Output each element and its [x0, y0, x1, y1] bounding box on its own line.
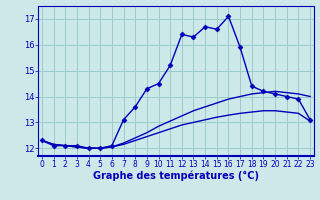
X-axis label: Graphe des températures (°C): Graphe des températures (°C)	[93, 171, 259, 181]
